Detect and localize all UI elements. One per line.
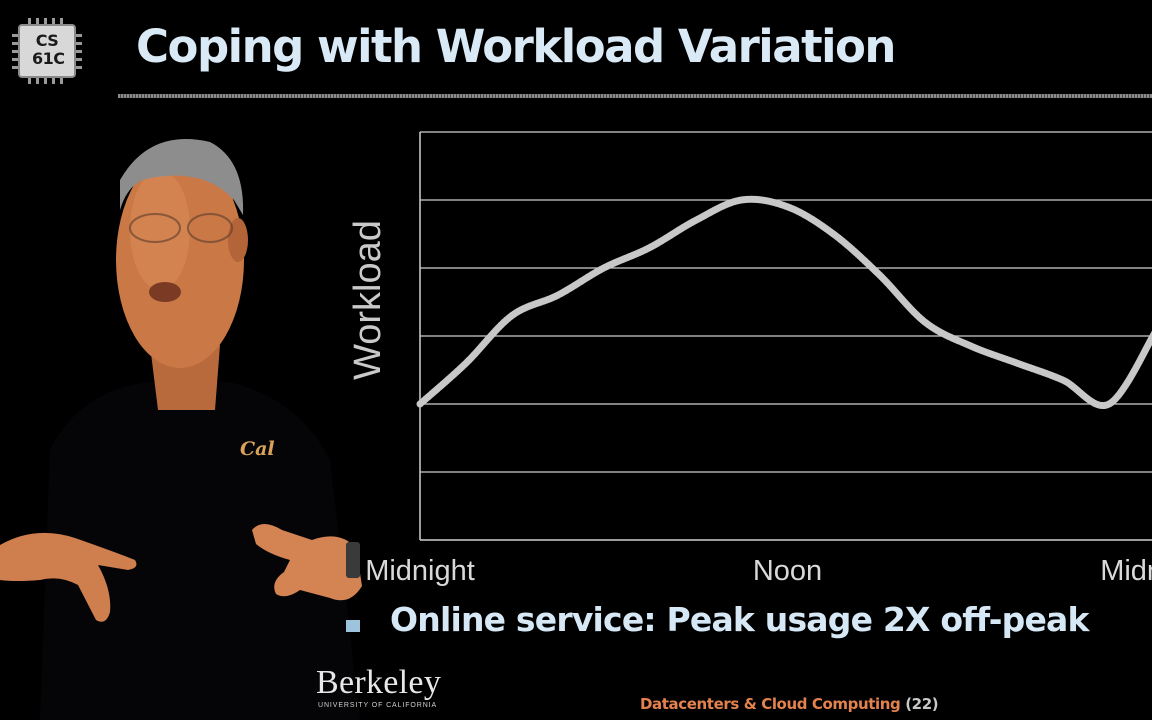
chart-svg: Workload Midnight Noon Midnight [347, 131, 1152, 587]
workload-chart: Workload Midnight Noon Midnight [330, 120, 1152, 590]
logo-line1: CS [35, 31, 59, 50]
chart-x-tick-label: Midnight [365, 555, 475, 587]
shirt-cal-logo: Cal [240, 438, 275, 460]
footer-course-topic: Datacenters & Cloud Computing [640, 695, 901, 713]
chart-grid [420, 131, 1152, 541]
slide-title: Coping with Workload Variation [136, 20, 896, 73]
logo-text: CS 61C [32, 31, 65, 68]
chart-series-line-workload [416, 195, 1152, 409]
slide-footer: Datacenters & Cloud Computing (22) [640, 695, 939, 713]
chart-y-axis-label: Workload [347, 220, 389, 380]
berkeley-subtitle: UNIVERSITY OF CALIFORNIA [318, 702, 438, 709]
footer-slide-number: (22) [905, 695, 939, 713]
cs61c-chip-logo: CS 61C [12, 18, 82, 84]
logo-line2: 61C [32, 49, 65, 68]
speaker-video [0, 120, 390, 720]
berkeley-wordmark: Berkeley [316, 664, 442, 701]
chart-x-tick-label: Midnight [1100, 555, 1152, 587]
chart-x-ticks: Midnight Noon Midnight [365, 555, 1152, 587]
chip-icon [12, 18, 82, 84]
title-divider [118, 94, 1152, 98]
berkeley-logo: Berkeley UNIVERSITY OF CALIFORNIA [316, 664, 456, 714]
chart-x-tick-label: Noon [753, 555, 822, 587]
bullet-text: Online service: Peak usage 2X off-peak [390, 600, 1089, 639]
bullet-marker-icon [346, 620, 360, 632]
presenter-figure [0, 139, 362, 720]
